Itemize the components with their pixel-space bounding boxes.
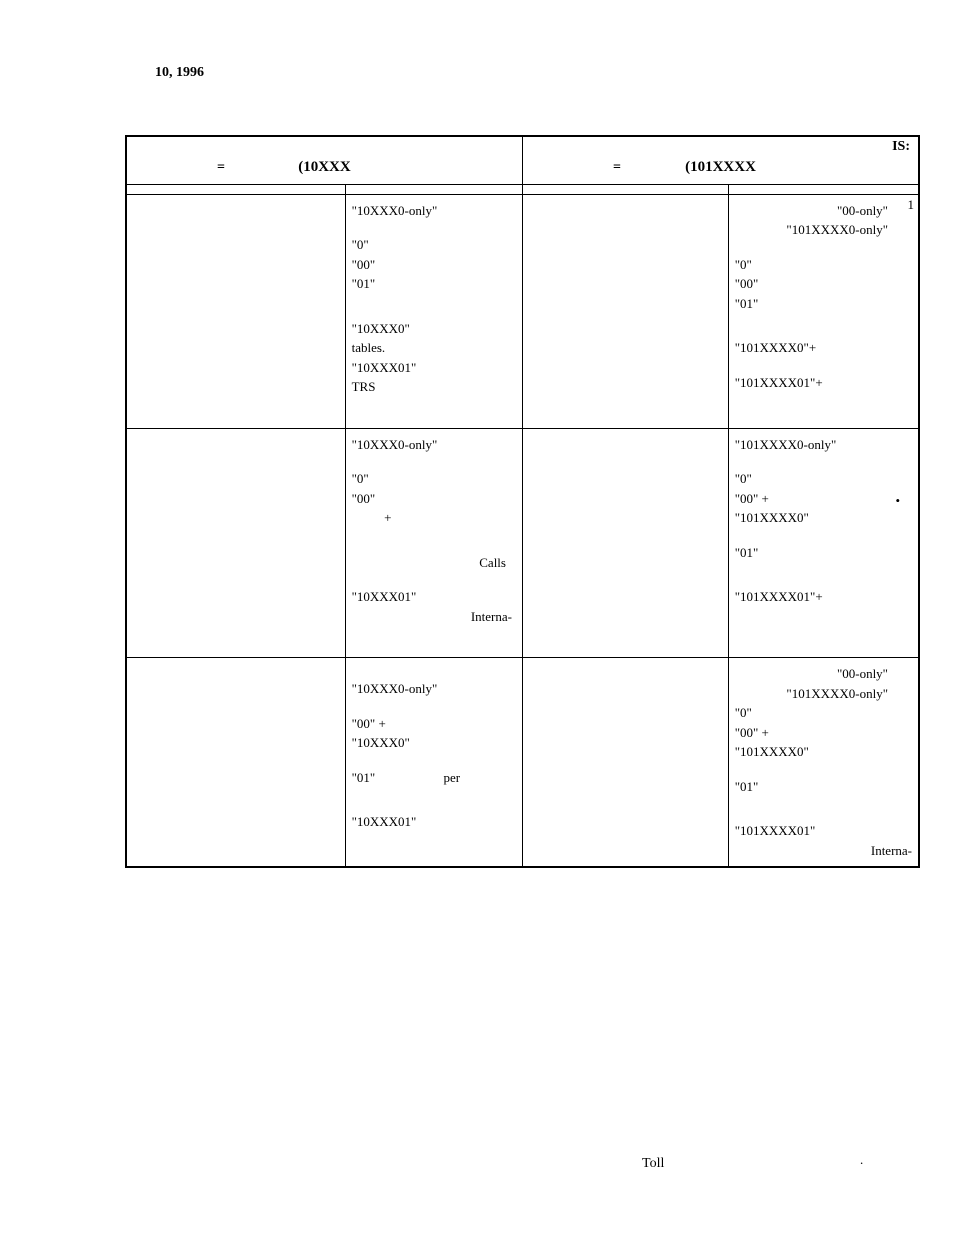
cell-content: "10XXX0-only" "0""00" + Calls "10XXX01"Inte… (346, 429, 522, 658)
code-left: (10XXX (298, 159, 351, 176)
cell-line: "00" (735, 274, 912, 294)
cell-line: "101XXXX0-only" (735, 684, 912, 704)
cell-content: "10XXX0-only" "0""00""01" "10XXX0"tables."… (346, 195, 522, 428)
header-left: = (10XXX (126, 136, 522, 184)
table-header-row: = (10XXX IS: = (101XXXX (126, 136, 919, 184)
cell-line: "101XXXX01"+ (735, 373, 912, 393)
cell-line: "00" + (735, 489, 912, 509)
cell-line: tables. (352, 338, 516, 358)
cell-line: "01" (735, 294, 912, 314)
cell-line: "01" per (352, 768, 516, 788)
is-label: IS: (892, 139, 910, 155)
cell-line: "10XXX0" (352, 319, 516, 339)
cell-line: "01" (735, 777, 912, 797)
equals-right: = (613, 160, 621, 176)
float-text: • (895, 491, 900, 511)
cell-line: "00" (352, 255, 516, 275)
cell-line: "101XXXX0-only" (735, 220, 912, 240)
cell-line: "00" + (735, 723, 912, 743)
main-table: = (10XXX IS: = (101XXXX "10XXX0-only" "0"… (125, 135, 920, 868)
cell-line: "0" (735, 703, 912, 723)
date-header: 10, 1996 (155, 65, 204, 81)
code-right: (101XXXX (685, 159, 756, 176)
cell-line: "10XXX0-only" (352, 679, 516, 699)
cell-line: "01" (352, 274, 516, 294)
table-row: "10XXX0-only""0""00" +Calls"10XXX01"Inte… (126, 428, 919, 658)
cell-line: "0" (735, 255, 912, 275)
cell-content: "10XXX0-only" "00" +"10XXX0" "01" per "10XX… (346, 658, 522, 853)
cell-line: "101XXXX0"+ (735, 338, 912, 358)
cell-line: "0" (352, 235, 516, 255)
cell-line: Calls (352, 553, 516, 573)
table-body: "10XXX0-only""0""00""01""10XXX0"tables."… (126, 194, 919, 867)
cell-line: "0" (352, 469, 516, 489)
cell-line: TRS (352, 377, 516, 397)
table-row: "10XXX0-only""0""00""01""10XXX0"tables."… (126, 194, 919, 428)
cell-line: "00" + (352, 714, 516, 734)
cell-line: "101XXXX01" (735, 821, 912, 841)
cell-line: "10XXX01" (352, 358, 516, 378)
cell-line: "101XXXX0" (735, 508, 912, 528)
header-right: IS: = (101XXXX (522, 136, 919, 184)
equals-left: = (217, 160, 225, 176)
cell-line: "10XXX0-only" (352, 435, 516, 455)
cell-line: "101XXXX0-only" (735, 435, 912, 455)
cell-line: "01" (735, 543, 912, 563)
dot-label: . (860, 1152, 863, 1168)
cell-line: "10XXX0" (352, 733, 516, 753)
cell-content: "00-only""101XXXX0-only""0""00" +"101XXX… (729, 658, 918, 866)
cell-line: "00-only" (735, 201, 912, 221)
cell-line: "101XXXX0" (735, 742, 912, 762)
cell-line: "10XXX01" (352, 587, 516, 607)
toll-label: Toll (642, 1156, 664, 1172)
thin-divider-row (126, 184, 919, 194)
cell-line: + (352, 508, 516, 528)
cell-line: "10XXX0-only" (352, 201, 516, 221)
cell-line: "00" (352, 489, 516, 509)
cell-line: "0" (735, 469, 912, 489)
cell-content: "00-only""101XXXX0-only" "0""00""01" "101X… (729, 195, 918, 399)
cell-line: Interna- (352, 607, 516, 627)
table-row: "10XXX0-only""00" +"10XXX0""01" per"10XX… (126, 658, 919, 868)
cell-line: "10XXX01" (352, 812, 516, 832)
cell-line: "101XXXX01"+ (735, 587, 912, 607)
cell-line: Interna- (735, 841, 912, 861)
cell-content: "101XXXX0-only" "0""00" +"101XXXX0" "01" "1… (729, 429, 918, 638)
cell-line: "00-only" (735, 664, 912, 684)
